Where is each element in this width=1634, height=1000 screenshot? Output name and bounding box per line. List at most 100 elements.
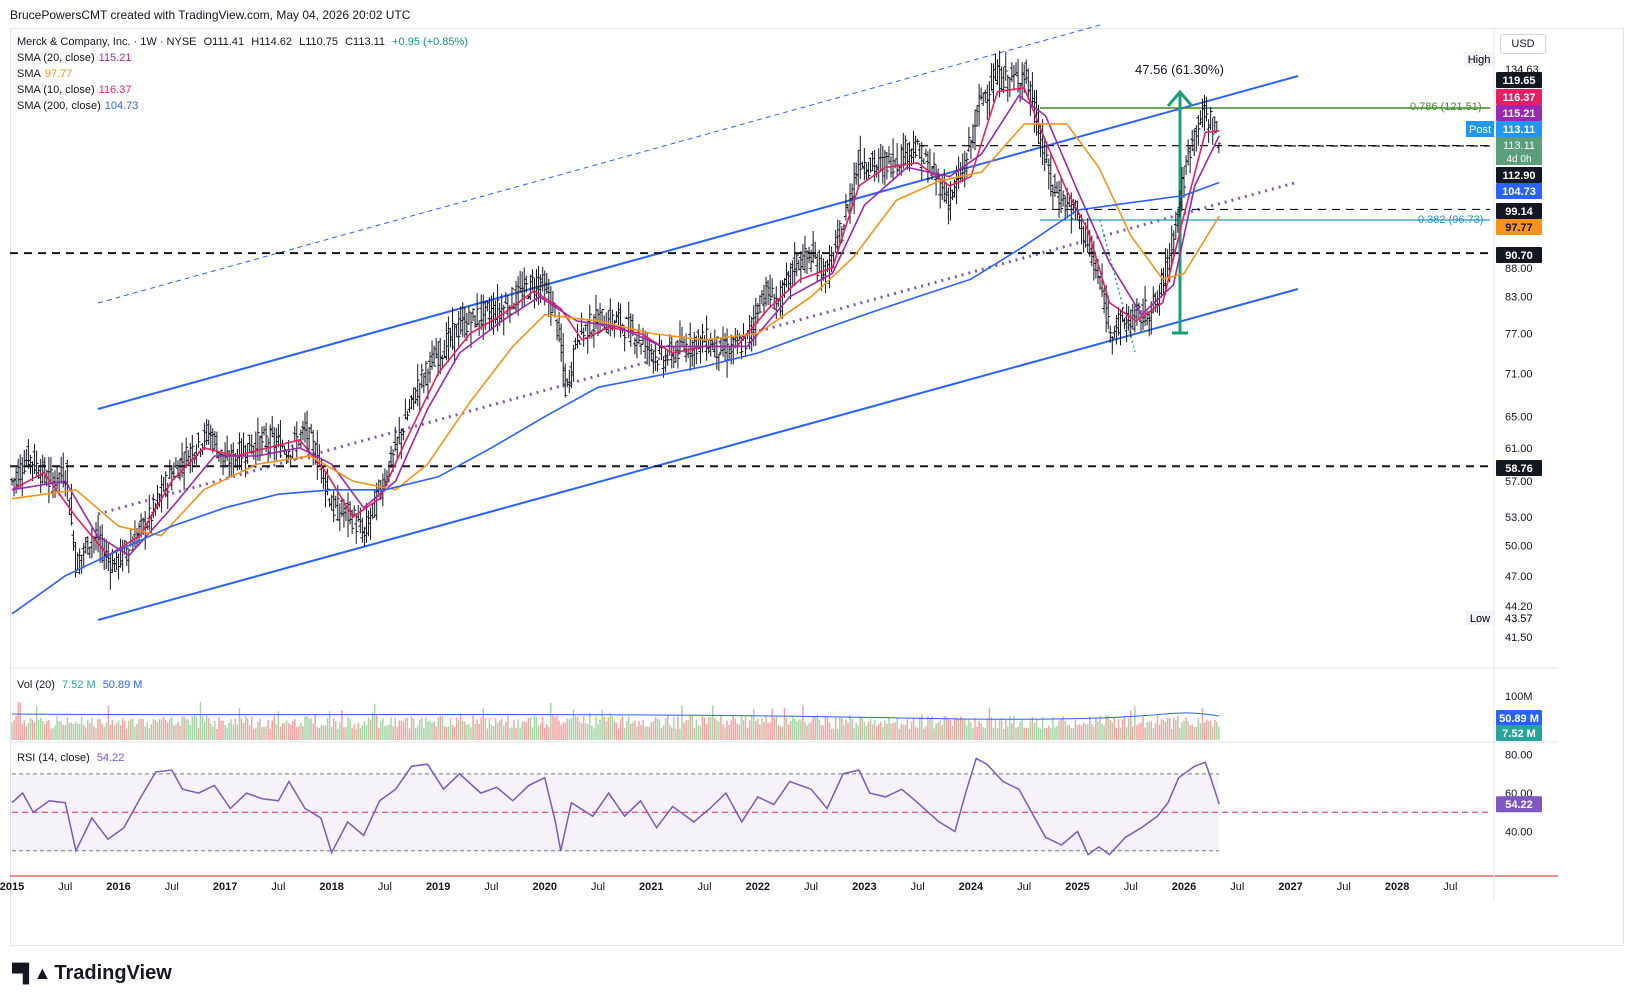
price-tag-bg: [1496, 121, 1542, 137]
last-bar-tag: 113.11 4d 0h: [1496, 137, 1542, 165]
high-label-bg: [1464, 52, 1494, 66]
price-bar: [903, 135, 908, 165]
symbol-label: Merck & Company, Inc. · 1W · NYSE: [17, 36, 197, 48]
price-bar: [583, 323, 588, 332]
price-bar: [1184, 155, 1189, 175]
price-bar: [448, 327, 453, 348]
price-bar: [434, 337, 439, 359]
price-tag-text: 97.77: [1505, 222, 1533, 234]
price-bar: [266, 437, 271, 463]
last-bar-countdown: 4d 0h: [1506, 154, 1531, 165]
sma97-legend[interactable]: SMA 97.77: [17, 66, 76, 82]
price-bar: [624, 316, 629, 320]
price-bar: [811, 230, 816, 264]
x-tick-label: 2025: [1065, 881, 1089, 893]
price-bar: [26, 439, 31, 469]
open-label: O: [203, 36, 213, 48]
price-bar: [966, 127, 971, 152]
x-tick-label: 2016: [106, 881, 130, 893]
price-tag: 113.11: [1496, 121, 1542, 137]
price-bar: [442, 340, 447, 359]
price-bar: [264, 422, 269, 453]
price-bar: [241, 432, 246, 456]
price-bar: [1214, 120, 1219, 132]
volume-tag-bg: [1496, 725, 1542, 741]
rsi-legend[interactable]: RSI (14, close) 54.22: [17, 750, 128, 766]
y-tick-label: 53.00: [1505, 512, 1533, 524]
price-bar: [1204, 96, 1209, 122]
price-bar: [55, 466, 60, 489]
price-bar: [1147, 311, 1152, 337]
price-bar: [579, 312, 584, 335]
price-bar: [970, 123, 975, 149]
price-bar: [85, 536, 90, 555]
price-bar: [231, 442, 236, 477]
price-bar: [28, 455, 33, 475]
price-bar: [221, 454, 226, 476]
volume-tag: 50.89 M: [1496, 710, 1542, 726]
price-bar: [237, 432, 242, 470]
fib-382-label: 0.382 (96.73): [1418, 214, 1484, 226]
price-bar: [40, 454, 45, 484]
price-tag: 116.37: [1496, 89, 1542, 105]
price-tag-bg: [1496, 89, 1542, 105]
price-bar: [700, 323, 705, 353]
price-bar: [534, 269, 539, 302]
volume-tag: 7.52 M: [1496, 725, 1542, 741]
rsi-label: RSI (14, close): [17, 752, 90, 764]
price-bar: [206, 420, 211, 445]
price-bar: [276, 424, 281, 448]
price-bar: [401, 428, 406, 441]
price-bar: [1143, 285, 1148, 327]
price-bar: [389, 445, 394, 468]
x-tick-label: Jul: [1124, 881, 1138, 893]
sma20-label: SMA (20, close): [17, 52, 95, 64]
price-bar: [79, 554, 84, 574]
price-bar: [1212, 116, 1217, 134]
price-bar: [768, 274, 773, 308]
x-tick-label: 2018: [319, 881, 343, 893]
price-bar: [735, 329, 740, 355]
price-bar: [1192, 128, 1197, 157]
rsi-y-tick-label: 80.00: [1505, 750, 1533, 762]
price-bar: [817, 249, 822, 273]
price-bar: [802, 235, 807, 274]
x-tick-label: Jul: [1230, 881, 1244, 893]
channel-lower-line: [97, 288, 1299, 621]
price-bar: [1018, 82, 1023, 103]
price-bar: [259, 426, 264, 456]
sma200-legend[interactable]: SMA (200, close) 104.73: [17, 98, 142, 114]
price-bar: [958, 162, 963, 183]
sma200-label: SMA (200, close): [17, 100, 101, 112]
price-bar: [24, 449, 29, 466]
volume-legend[interactable]: Vol (20) 7.52 M 50.89 M: [17, 677, 146, 693]
x-tick-label: 2019: [426, 881, 450, 893]
price-bar: [1030, 71, 1035, 106]
price-bar: [1005, 74, 1010, 102]
currency-button[interactable]: USD: [1500, 34, 1546, 54]
price-bar: [1196, 114, 1201, 146]
price-bar: [528, 274, 533, 300]
price-bar: [188, 442, 193, 474]
price-bar: [48, 457, 53, 483]
price-tag-bg: [1496, 460, 1542, 476]
price-bar: [346, 492, 351, 538]
price-bar: [407, 399, 412, 413]
x-tick-label: 2017: [213, 881, 237, 893]
price-bar: [766, 280, 771, 306]
price-bar: [792, 242, 797, 286]
sma20-legend[interactable]: SMA (20, close) 115.21: [17, 50, 135, 66]
price-bar: [303, 412, 308, 443]
price-bar: [196, 432, 201, 448]
price-bar: [415, 364, 420, 407]
price-bar: [655, 359, 660, 372]
sma10-label: SMA (10, close): [17, 84, 95, 96]
sma10-legend[interactable]: SMA (10, close) 116.37: [17, 82, 135, 98]
price-bar: [452, 323, 457, 364]
tradingview-logo[interactable]: ▀▌▲ TradingView: [12, 962, 172, 985]
price-bar: [214, 431, 219, 459]
price-bar: [1182, 166, 1187, 198]
volume-tag-text: 7.52 M: [1502, 728, 1536, 740]
price-bar: [487, 297, 492, 332]
